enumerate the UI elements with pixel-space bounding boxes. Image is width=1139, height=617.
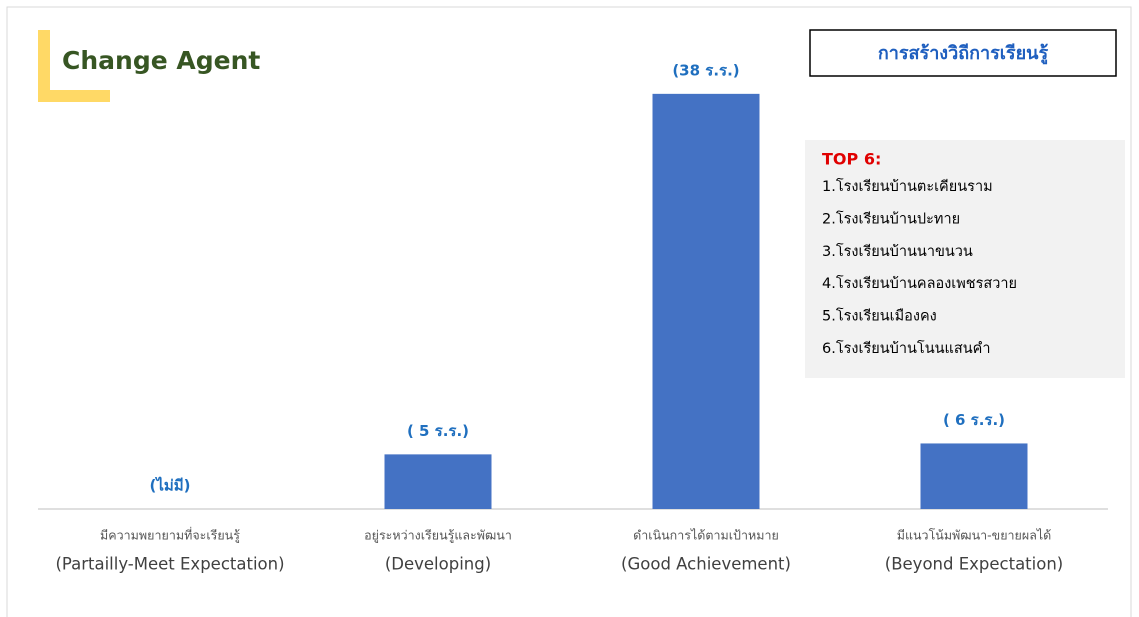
top-item: 3.โรงเรียนบ้านนาขนวน — [822, 242, 973, 260]
title: Change Agent — [62, 46, 260, 75]
x-tick-label: (Good Achievement) — [621, 555, 791, 574]
x-tick-label: มีแนวโน้มพัฒนา-ขยายผลได้ — [897, 528, 1052, 543]
top-item: 2.โรงเรียนบ้านปะทาย — [822, 209, 960, 227]
value-label: (ไม่มี) — [149, 476, 190, 495]
bar — [920, 443, 1028, 509]
top-item: 4.โรงเรียนบ้านคลองเพชรสวาย — [822, 274, 1017, 292]
badge-box — [809, 29, 1117, 77]
badge: การสร้างวิถีการเรียนรู้ — [878, 43, 1049, 65]
top-panel — [805, 140, 1125, 378]
accent — [38, 30, 50, 102]
x-tick-label: อยู่ระหว่างเรียนรู้และพัฒนา — [364, 528, 512, 544]
value-label: (38 ร.ร.) — [672, 61, 739, 79]
top-item: 1.โรงเรียนบ้านตะเคียนราม — [822, 177, 993, 195]
top-item: 5.โรงเรียนเมืองคง — [822, 307, 937, 325]
top-item: 6.โรงเรียนบ้านโนนแสนคำ — [822, 339, 990, 357]
value-label: ( 5 ร.ร.) — [407, 422, 469, 440]
bar — [652, 93, 760, 509]
bar — [384, 454, 492, 509]
top-heading: TOP 6: — [822, 150, 881, 169]
x-tick-label: (Partailly-Meet Expectation) — [55, 555, 284, 574]
accent — [38, 90, 110, 102]
x-tick-label: ดำเนินการได้ตามเป้าหมาย — [633, 528, 779, 543]
value-label: ( 6 ร.ร.) — [943, 411, 1005, 429]
x-tick-label: มีความพยายามที่จะเรียนรู้ — [100, 527, 240, 544]
x-tick-label: (Developing) — [385, 555, 491, 574]
x-tick-label: (Beyond Expectation) — [885, 555, 1063, 574]
